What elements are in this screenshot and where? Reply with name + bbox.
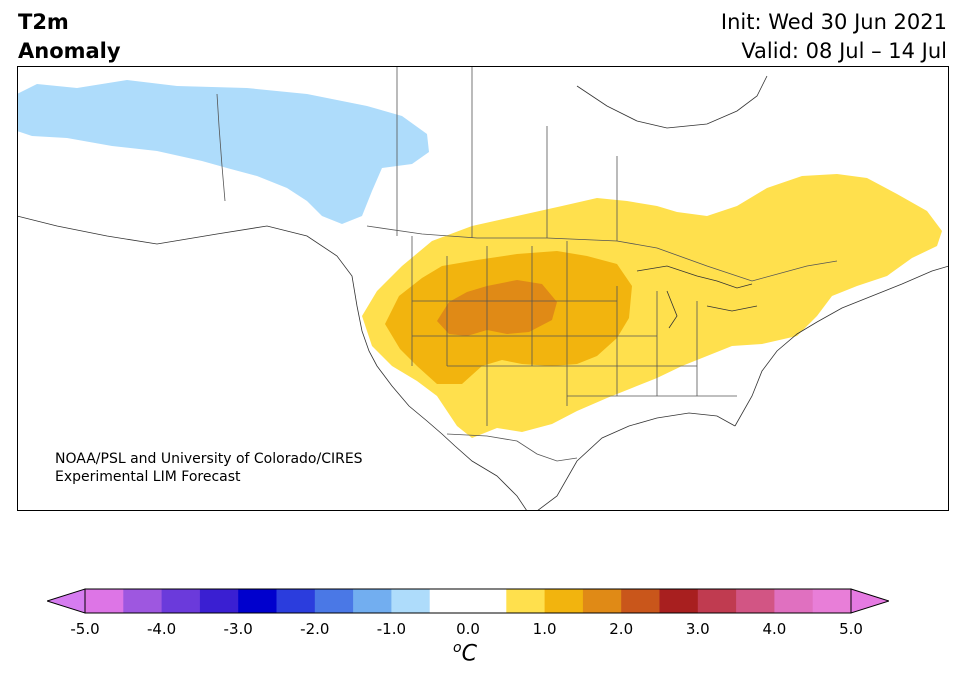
atlantic-coastline: [734, 265, 949, 427]
map-title: T2m Anomaly: [18, 8, 121, 66]
colorbar-tick-label: 4.0: [762, 620, 787, 638]
cold-anomaly-region: [17, 80, 429, 224]
borders: [216, 66, 838, 462]
colorbar-tick-label: -1.0: [376, 620, 407, 638]
colorbar-tick-label: -5.0: [70, 620, 100, 638]
colorbar-ticks: -5.0 -4.0 -3.0 -2.0 -1.0 0.0 1.0 2.0 3.0 4.0 5.0: [0, 620, 959, 640]
colorbar-unit: oC: [453, 640, 477, 666]
colorbar-segment: [85, 589, 124, 613]
pacific-coastline: [17, 215, 528, 511]
us-mexico-border: [446, 433, 578, 462]
colorbar-tick-label: 2.0: [609, 620, 634, 638]
valid-range: Valid: 08 Jul – 14 Jul: [741, 39, 947, 63]
colorbar-segment: [353, 589, 392, 613]
credit-line-2: Experimental LIM Forecast: [55, 469, 241, 485]
colorbar-segment: [544, 589, 584, 613]
colorbar-segment: [774, 589, 814, 613]
gulf-coastline: [536, 412, 736, 511]
hudson-bay-coastline: [576, 75, 768, 129]
state-lines: [411, 236, 737, 426]
colorbar-segment: [199, 589, 239, 613]
colorbar-segment: [697, 589, 737, 613]
degree-symbol: o: [453, 640, 462, 656]
canada-province-lines: [396, 66, 618, 241]
colorbar-segment: [276, 589, 316, 613]
great-lakes: [636, 265, 758, 329]
colorbar-tick-label: 3.0: [685, 620, 710, 638]
colorbar-segment: [582, 589, 622, 613]
colorbar-segment: [736, 589, 775, 613]
forecast-dates: Init: Wed 30 Jun 2021 Valid: 08 Jul – 14…: [721, 8, 947, 66]
colorbar-tick-label: 0.0: [456, 620, 480, 638]
colorbar-segment: [123, 589, 163, 613]
colorbar-segment: [659, 589, 699, 613]
map-frame: [17, 66, 949, 511]
colorbar-frame: [84, 588, 852, 614]
coastlines: [17, 75, 949, 511]
colorbar-segment: [812, 589, 852, 613]
colorbar: [47, 588, 889, 614]
colorbar-segment: [621, 589, 660, 613]
colorbar-segment: [161, 589, 201, 613]
title-line-1: T2m: [18, 10, 69, 34]
colorbar-tick-label: 5.0: [839, 620, 863, 638]
colorbar-tick-label: -2.0: [300, 620, 330, 638]
warm-anomaly-region-1: [362, 174, 942, 438]
colorbar-segment: [391, 589, 431, 613]
colorbar-over-arrow: [850, 588, 889, 614]
init-date: Init: Wed 30 Jun 2021: [720, 10, 947, 34]
title-line-2: Anomaly: [18, 39, 121, 63]
colorbar-under-arrow: [47, 588, 86, 614]
credit-line-1: NOAA/PSL and University of Colorado/CIRE…: [55, 451, 363, 467]
us-canada-border: [366, 225, 838, 282]
credit-text: NOAA/PSL and University of Colorado/CIRE…: [55, 450, 363, 486]
warm-anomaly-region-3: [437, 280, 557, 336]
colorbar-segment: [314, 589, 354, 613]
colorbar-segment: [468, 589, 507, 613]
alaska-border: [216, 93, 226, 202]
colorbar-segment: [429, 589, 469, 613]
colorbar-tick-label: -3.0: [223, 620, 253, 638]
anomaly-map: [17, 66, 949, 511]
colorbar-tick-label: 1.0: [532, 620, 557, 638]
colorbar-segment: [506, 589, 546, 613]
colorbar-segment: [238, 589, 277, 613]
colorbar-tick-label: -4.0: [146, 620, 177, 638]
unit-letter: C: [461, 641, 477, 667]
